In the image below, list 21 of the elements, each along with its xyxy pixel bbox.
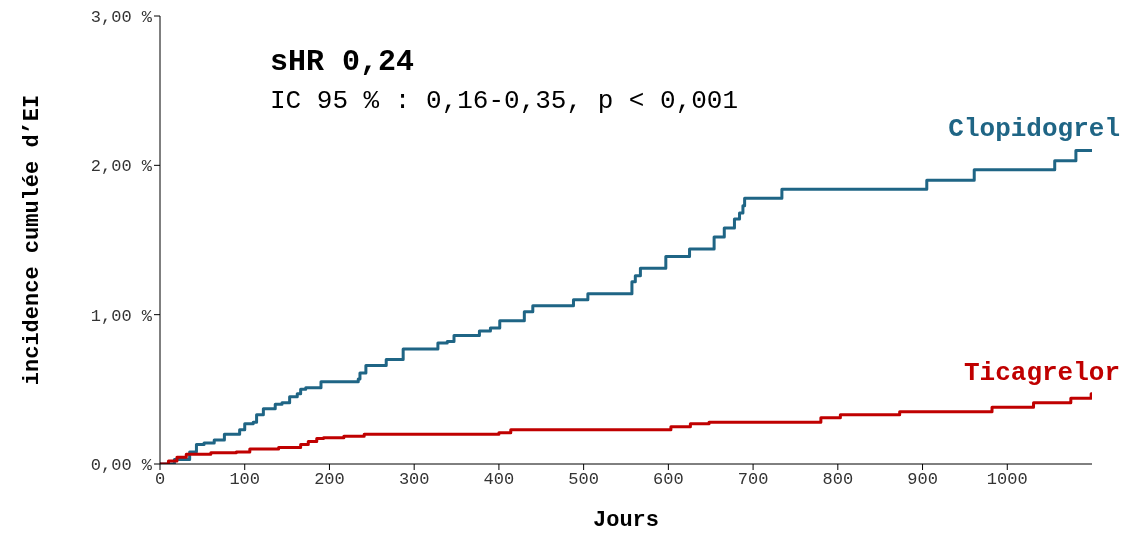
x-axis-title: Jours bbox=[592, 508, 660, 533]
x-tick-label: 700 bbox=[737, 470, 769, 490]
x-tick-label: 800 bbox=[822, 470, 854, 490]
annotation: sHR 0,24 bbox=[270, 45, 415, 79]
series-label: Clopidogrel bbox=[948, 114, 1120, 145]
series-label: Ticagrelor bbox=[963, 357, 1120, 388]
x-tick-label: 500 bbox=[568, 470, 599, 490]
x-tick-label: 400 bbox=[483, 470, 515, 490]
x-tick-label: 600 bbox=[653, 470, 684, 490]
x-tick-label: 200 bbox=[314, 470, 345, 490]
y-tick-label: 3,00 % bbox=[90, 8, 153, 28]
x-tick-label: 900 bbox=[907, 470, 938, 490]
x-tick-label: 1000 bbox=[986, 470, 1028, 490]
x-tick-label: 0 bbox=[154, 470, 166, 490]
y-tick-label: 0,00 % bbox=[90, 456, 153, 476]
y-axis-title: incidence cumulée d’EI bbox=[19, 94, 45, 386]
y-tick-label: 1,00 % bbox=[90, 306, 153, 326]
annotation: IC 95 % : 0,16-0,35, p < 0,001 bbox=[270, 86, 739, 116]
x-tick-label: 300 bbox=[398, 470, 430, 490]
x-tick-label: 100 bbox=[229, 470, 261, 490]
y-tick-label: 2,00 % bbox=[90, 157, 153, 177]
